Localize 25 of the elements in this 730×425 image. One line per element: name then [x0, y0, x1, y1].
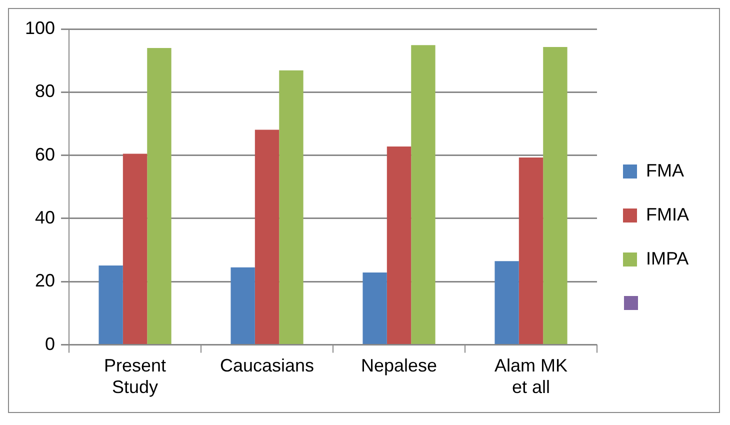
- bar: [254, 130, 280, 344]
- y-tick-label: 100: [24, 18, 56, 38]
- bar: [386, 146, 412, 344]
- bar: [362, 272, 387, 344]
- x-tick-label: Caucasians: [220, 356, 314, 376]
- y-tick-label: 0: [45, 334, 56, 354]
- legend-label: FMA: [646, 160, 684, 180]
- y-tick-label: 60: [35, 144, 56, 164]
- y-tick-label: 20: [35, 270, 56, 291]
- bar: [98, 266, 123, 344]
- x-tick-label: Present Study: [104, 356, 166, 398]
- bar: [147, 48, 172, 344]
- legend-label: IMPA: [646, 248, 689, 268]
- bar: [279, 70, 304, 344]
- bar: [494, 261, 519, 344]
- bar: [543, 47, 568, 344]
- x-tick-label: Alam MK et all: [494, 356, 568, 398]
- bar: [122, 154, 148, 344]
- bar: [518, 158, 544, 344]
- bar: [230, 267, 255, 344]
- y-tick-label: 80: [35, 81, 56, 102]
- x-tick-label: Nepalese: [360, 356, 438, 376]
- y-tick-label: 40: [35, 207, 56, 228]
- bar: [411, 45, 436, 344]
- legend-label: FMIA: [646, 204, 690, 224]
